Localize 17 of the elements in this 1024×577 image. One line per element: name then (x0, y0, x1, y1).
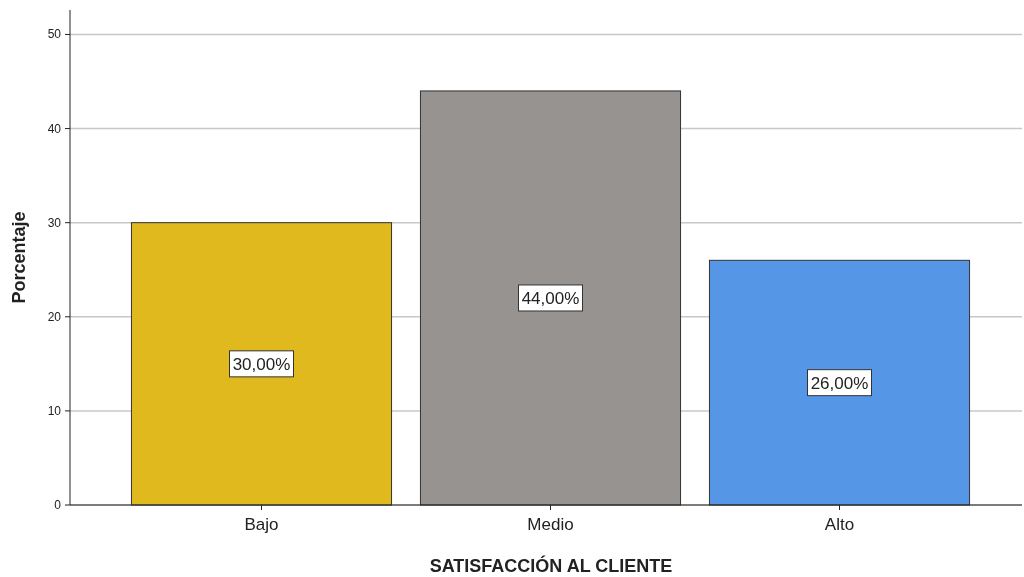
x-axis-title: SATISFACCIÓN AL CLIENTE (429, 555, 673, 576)
y-tick-label: 30 (47, 215, 62, 230)
x-tick-label: Medio (527, 515, 574, 534)
data-label: 44,00% (521, 288, 580, 308)
bar (419, 90, 682, 506)
y-tick-label: 40 (47, 121, 62, 136)
data-label: 30,00% (232, 354, 291, 374)
y-tick-label: 10 (47, 403, 62, 418)
x-tick-label: Alto (824, 515, 855, 534)
data-label: 26,00% (810, 373, 869, 393)
y-tick-label: 20 (47, 309, 62, 324)
bar (708, 259, 971, 506)
y-axis-title: Porcentaje (9, 211, 29, 304)
x-tick-label: Bajo (244, 515, 279, 534)
y-tick-label: 0 (54, 498, 62, 512)
y-tick-label: 50 (47, 27, 62, 42)
bar (130, 222, 393, 506)
